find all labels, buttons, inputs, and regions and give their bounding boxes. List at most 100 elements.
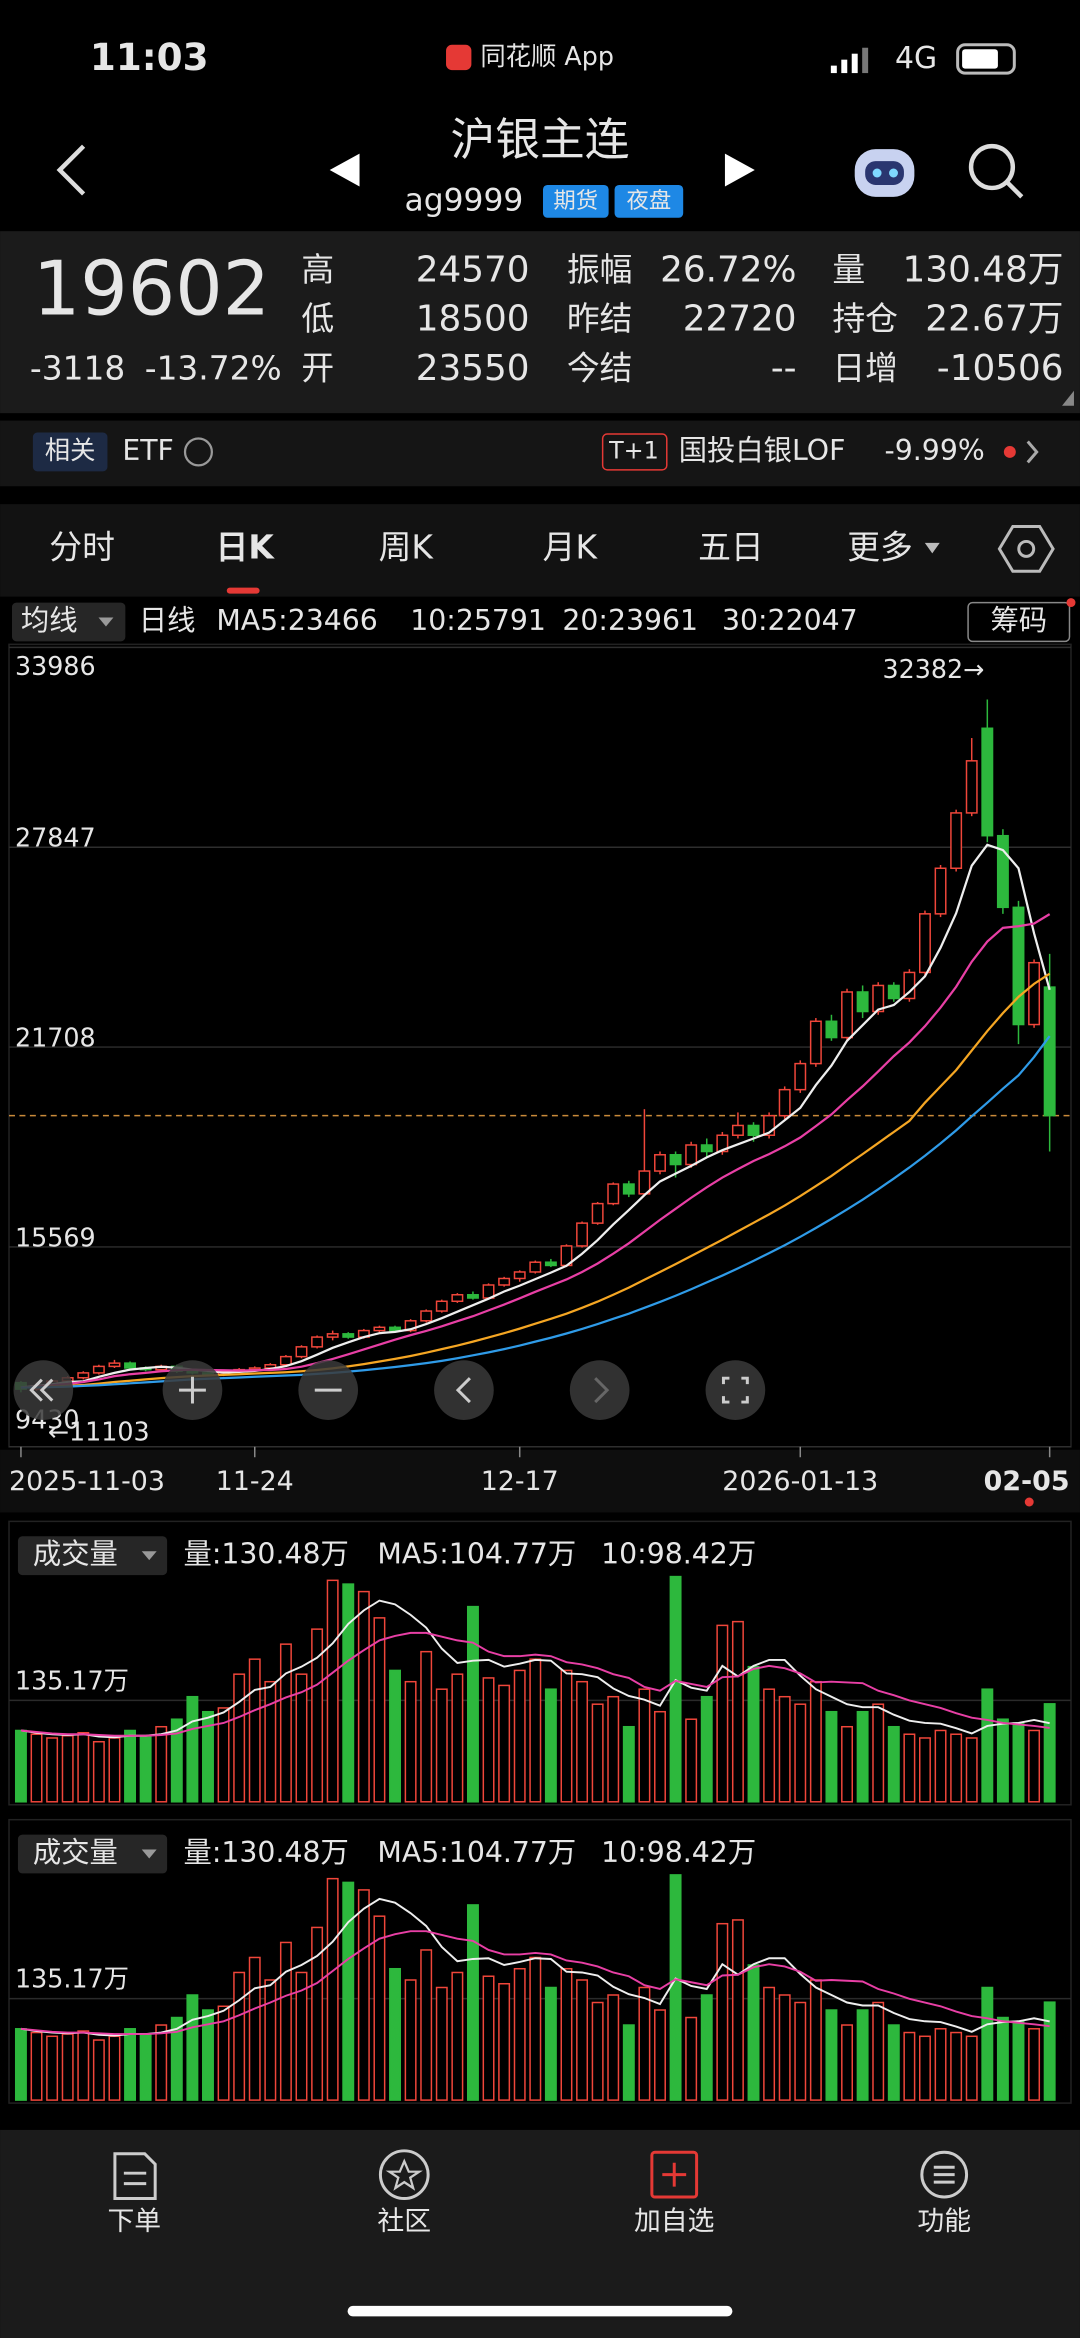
volume-bar <box>1012 2020 1025 2101</box>
field-label: 量 <box>832 251 865 289</box>
volume-bar <box>1012 1722 1025 1803</box>
y-tick-label: 135.17万 <box>15 1665 129 1695</box>
toolbar-button[interactable] <box>569 1360 630 1420</box>
candle-body <box>607 1183 620 1205</box>
field-label: 高 <box>301 251 334 289</box>
volume-bar <box>669 1575 682 1803</box>
y-tick-label: 21708 <box>15 1023 96 1053</box>
ma-button[interactable] <box>11 602 126 642</box>
tab[interactable]: 分时 <box>49 528 115 566</box>
price-change-pct: -13.72% <box>145 349 282 387</box>
tab[interactable]: 更多 <box>847 528 913 566</box>
volume-bar <box>638 1688 651 1803</box>
panel-button <box>17 1536 168 1576</box>
tag-bg <box>542 184 609 218</box>
volume-bar <box>607 1994 620 2101</box>
tab[interactable]: 月K <box>543 528 599 566</box>
volume-bar <box>576 1680 589 1803</box>
panel-button <box>17 1834 168 1874</box>
volume-bar <box>61 1734 74 1803</box>
field-label: 持仓 <box>832 300 898 338</box>
prev-button[interactable] <box>329 153 360 187</box>
help-icon[interactable] <box>183 437 213 467</box>
candle-body <box>466 1294 479 1299</box>
settings-icon-dot <box>1017 539 1036 558</box>
toolbar-button[interactable] <box>705 1360 766 1420</box>
candle-body <box>279 1355 292 1366</box>
related-row <box>0 420 1080 487</box>
toolbar-button[interactable] <box>434 1360 494 1420</box>
volume-bar <box>903 2031 916 2101</box>
candle-body <box>794 1062 807 1091</box>
volume-bar <box>389 1669 401 1803</box>
search-icon[interactable] <box>968 143 1024 199</box>
ma-button-label: 均线 <box>21 604 78 637</box>
x-tick-label: 12-17 <box>481 1466 559 1497</box>
volume-bar <box>887 2024 900 2101</box>
community-icon-star <box>385 2158 423 2191</box>
volume-bar <box>233 1673 246 1803</box>
period-label: 日线 <box>139 604 196 637</box>
quote-panel <box>0 231 1080 414</box>
tag-bg <box>614 184 684 218</box>
nav-item[interactable]: 下单 <box>107 2206 161 2237</box>
volume-bar <box>482 1975 495 2101</box>
nav-item[interactable]: 社区 <box>377 2206 431 2237</box>
tab[interactable]: 五日 <box>698 528 764 566</box>
related-etf[interactable]: ETF <box>122 434 173 467</box>
volume-bar <box>763 1688 776 1803</box>
tab-bar <box>0 504 1080 597</box>
candle-body <box>887 984 900 1000</box>
app-icon <box>446 44 472 71</box>
chevron[interactable] <box>1026 440 1039 464</box>
volume-bar <box>950 1733 963 1803</box>
y-tick-label: 33986 <box>15 651 96 681</box>
price-change: -3118 <box>30 349 125 387</box>
volume-bar <box>342 1583 355 1803</box>
volume-ma-line <box>20 1897 1050 2037</box>
nav-item[interactable]: 功能 <box>917 2206 971 2237</box>
volume-bar <box>124 2028 137 2101</box>
back-button[interactable] <box>56 144 86 196</box>
dot <box>1003 445 1016 458</box>
candle-body <box>965 760 978 814</box>
candle-body <box>1043 986 1056 1117</box>
tab[interactable]: 周K <box>379 528 435 566</box>
volume-bar <box>950 2031 963 2101</box>
candle-body <box>108 1362 121 1368</box>
volume-bar <box>778 1695 791 1803</box>
candle-body <box>981 727 994 837</box>
chips-label: 筹码 <box>990 604 1047 637</box>
field-value: 22.67万 <box>925 299 1063 340</box>
order-icon <box>113 2152 157 2201</box>
next-button[interactable] <box>724 153 755 187</box>
fund-name[interactable]: 国投白银LOF <box>679 434 846 467</box>
nav-item[interactable]: 加自选 <box>634 2206 714 2237</box>
candle-body <box>934 867 947 915</box>
dropdown-arrow <box>98 617 114 627</box>
volume-bar <box>654 1710 666 1803</box>
candle-body <box>841 991 854 1039</box>
volume-bar <box>357 1590 370 1803</box>
volume-bar <box>435 1688 448 1803</box>
tab-active[interactable]: 日K <box>216 528 276 566</box>
settings-icon[interactable] <box>997 525 1055 573</box>
status-network: 4G <box>895 41 937 76</box>
panel-title: 成交量 <box>33 1538 118 1571</box>
volume-bar <box>451 1971 464 2101</box>
dropdown-arrow <box>924 542 940 554</box>
chips-button[interactable] <box>967 601 1071 643</box>
candle-body <box>498 1277 511 1286</box>
candle-body <box>124 1362 137 1369</box>
field-label: 日增 <box>832 349 898 387</box>
volume-bar <box>186 1994 199 2101</box>
candle-body <box>513 1271 526 1280</box>
field-label: 今结 <box>567 349 633 387</box>
candle-body <box>420 1310 433 1322</box>
volume-bar <box>809 1680 822 1803</box>
candle-body <box>856 991 869 1013</box>
robot-icon[interactable] <box>854 149 915 197</box>
volume-bar <box>108 2035 121 2101</box>
